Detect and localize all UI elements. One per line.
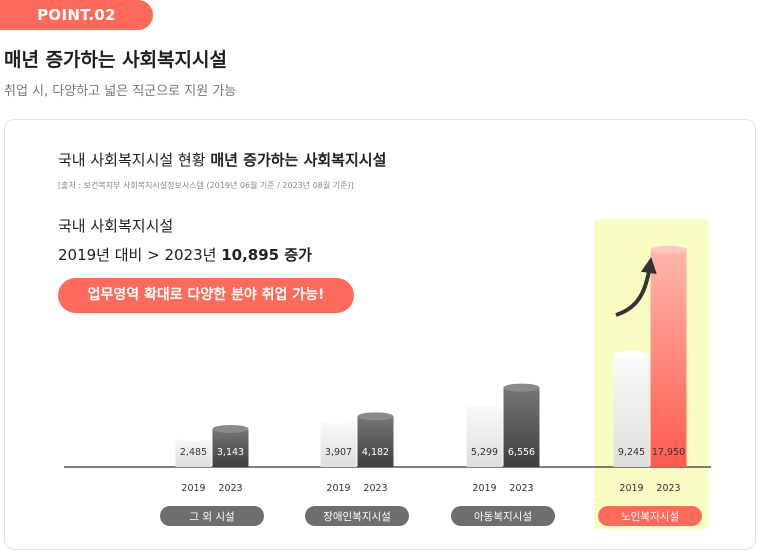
bar-2023-2	[357, 416, 394, 467]
bar-2023-3	[503, 387, 540, 467]
year-tick-label: 2023	[509, 483, 533, 494]
bar-cap-2023-1	[212, 424, 249, 433]
point-badge: POINT.02	[0, 0, 153, 30]
source-note: [출처 : 보건복지부 사회복지시설정보시스템 (2019년 06월 기준 / …	[58, 181, 354, 190]
category-label: 그 외 시설	[189, 511, 234, 523]
bar-2023-4	[650, 249, 687, 467]
value-label: 9,245	[618, 447, 645, 458]
value-label: 5,299	[471, 447, 498, 458]
value-label: 3,143	[217, 447, 244, 458]
growth-arrow-icon	[615, 257, 657, 317]
category-label: 아동복지시설	[474, 511, 532, 523]
bar-cap-2023-3	[503, 383, 540, 392]
bar-2019-4	[613, 355, 650, 467]
highlight-pill: 업무영역 확대로 다양한 분야 취업 가능!	[58, 278, 354, 313]
category-pill-3	[451, 506, 555, 526]
value-label: 4,182	[362, 447, 389, 458]
lead-line-1: 국내 사회복지시설	[58, 217, 174, 235]
bar-cap-2023-4	[650, 245, 687, 254]
bar-cap-2019-1	[175, 432, 212, 441]
value-label: 3,907	[325, 447, 352, 458]
chart-title: 국내 사회복지시설 현황 매년 증가하는 사회복지시설	[58, 149, 386, 170]
value-label: 6,556	[508, 447, 535, 458]
year-tick-label: 2019	[181, 483, 205, 494]
lead-line-2-prefix: 2019년 대비 > 2023년	[58, 246, 217, 264]
lead-line-2-bold: 10,895 증가	[221, 246, 312, 264]
bar-cap-2019-3	[466, 398, 503, 407]
year-tick-label: 2019	[472, 483, 496, 494]
bar-2019-1	[175, 436, 212, 467]
bar-cap-2023-2	[357, 412, 394, 421]
category-pill-4	[598, 506, 702, 526]
category-label: 노인복지시설	[621, 511, 679, 523]
category-pill-1	[160, 506, 264, 526]
bar-2019-3	[466, 402, 503, 467]
year-tick-label: 2023	[363, 483, 387, 494]
bar-2019-2	[320, 419, 357, 467]
year-tick-label: 2019	[619, 483, 643, 494]
bar-cap-2019-2	[320, 415, 357, 424]
value-label: 17,950	[652, 447, 685, 458]
year-tick-label: 2023	[656, 483, 680, 494]
category-label: 장애인복지시설	[323, 511, 391, 523]
chart-title-bold: 매년 증가하는 사회복지시설	[210, 151, 387, 169]
bar-cap-2019-4	[613, 351, 650, 360]
lead-line-2: 2019년 대비 > 2023년 10,895 증가	[58, 244, 312, 265]
value-label: 2,485	[180, 447, 207, 458]
headline: 매년 증가하는 사회복지시설	[4, 49, 227, 71]
bar-2023-1	[212, 428, 249, 467]
year-tick-label: 2023	[218, 483, 242, 494]
chart-title-normal: 국내 사회복지시설 현황	[58, 151, 206, 169]
category-pill-2	[305, 506, 409, 526]
year-tick-label: 2019	[326, 483, 350, 494]
subheadline: 취업 시, 다양하고 넓은 직군으로 지원 가능	[4, 84, 237, 99]
